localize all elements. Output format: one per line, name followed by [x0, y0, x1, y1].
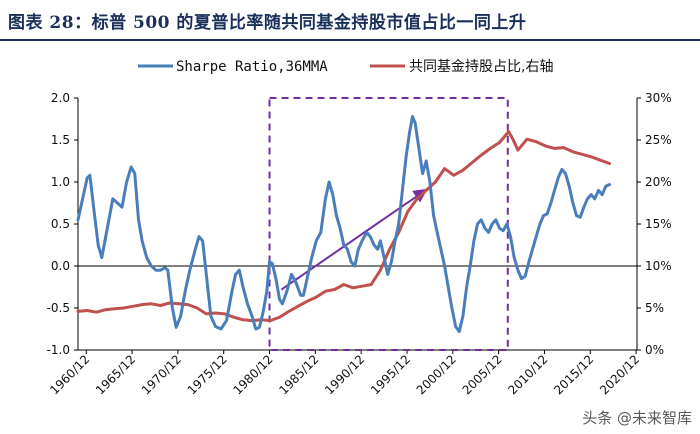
annotations [268, 97, 509, 351]
y-right-tick-label: 10% [645, 259, 672, 273]
y-left-tick-label: 2.0 [51, 91, 70, 105]
axes [77, 98, 638, 351]
x-tick-label: 1995/12 [368, 352, 413, 397]
y-right-tick-label: 30% [645, 91, 672, 105]
y-axis-right-ticks: 0% 5% 10% 15% 20% 25% 30% [637, 91, 672, 357]
x-tick-label: 1980/12 [230, 352, 275, 397]
series-line-fund-share [76, 130, 611, 323]
y-left-tick-label: -0.5 [47, 301, 70, 315]
title-bar: 图表 28：标普 500 的夏普比率随共同基金持股市值占比一同上升 [0, 0, 700, 41]
y-axis-left-ticks: -1.0 -0.5 0.0 0.5 1.0 1.5 2.0 [47, 91, 78, 357]
y-right-tick-label: 15% [645, 217, 672, 231]
x-tick-label: 1960/12 [47, 352, 92, 397]
y-left-tick-label: -1.0 [47, 343, 70, 357]
legend: Sharpe Ratio,36MMA 共同基金持股占比,右轴 [138, 58, 553, 75]
x-tick-label: 1965/12 [93, 352, 138, 397]
legend-label-fund-share: 共同基金持股占比,右轴 [409, 58, 553, 75]
series-line-sharpe-ratio [76, 115, 611, 333]
x-tick-label: 2020/12 [597, 352, 642, 397]
x-tick-label: 2015/12 [551, 352, 596, 397]
x-axis-ticks: 1960/12 1965/12 1970/12 1975/12 1980/12 1985/… [47, 350, 642, 397]
x-tick-label: 1975/12 [185, 352, 230, 397]
figure-title: 图表 28：标普 500 的夏普比率随共同基金持股市值占比一同上升 [8, 13, 527, 33]
x-tick-label: 2005/12 [460, 352, 505, 397]
y-left-tick-label: 1.5 [51, 133, 70, 147]
highlight-dashed-box [268, 97, 509, 351]
x-tick-label: 2000/12 [414, 352, 459, 397]
watermark: 头条 @未来智库 [582, 409, 692, 427]
y-left-tick-label: 0.5 [51, 217, 70, 231]
y-right-tick-label: 25% [645, 133, 672, 147]
x-tick-label: 2010/12 [505, 352, 550, 397]
y-left-tick-label: 1.0 [51, 175, 70, 189]
x-tick-label: 1985/12 [276, 352, 321, 397]
trend-arrow [280, 188, 428, 291]
x-tick-label: 1970/12 [139, 352, 184, 397]
legend-label-sharpe-ratio: Sharpe Ratio,36MMA [176, 59, 328, 75]
y-right-tick-label: 5% [645, 301, 664, 315]
series [76, 115, 611, 333]
y-right-tick-label: 20% [645, 175, 672, 189]
x-tick-label: 1990/12 [322, 352, 367, 397]
y-right-tick-label: 0% [645, 343, 664, 357]
title-underline [0, 39, 700, 41]
y-left-tick-label: 0.0 [51, 259, 70, 273]
